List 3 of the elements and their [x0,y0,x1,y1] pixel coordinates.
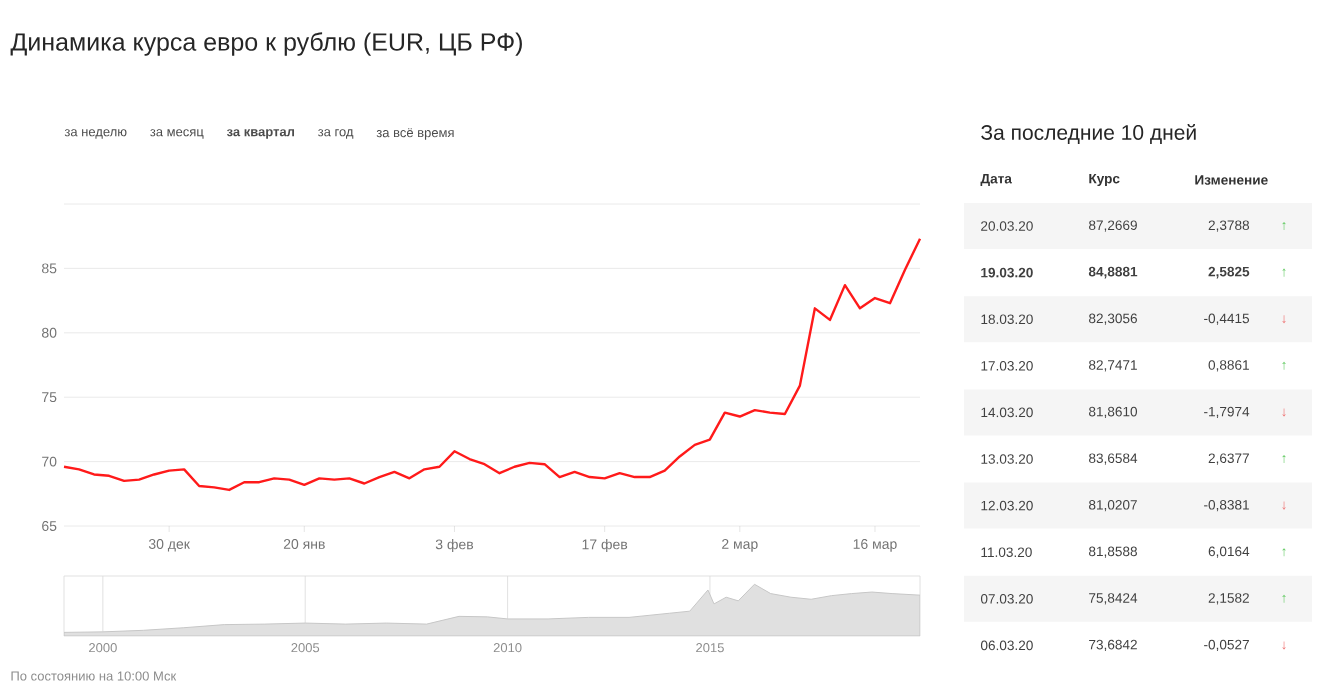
line-series [62,237,922,492]
text: За последние 10 дней [981,124,1196,144]
chart-title: Динамика курса евро к рублю (EUR, ЦБ РФ) [10,32,522,56]
